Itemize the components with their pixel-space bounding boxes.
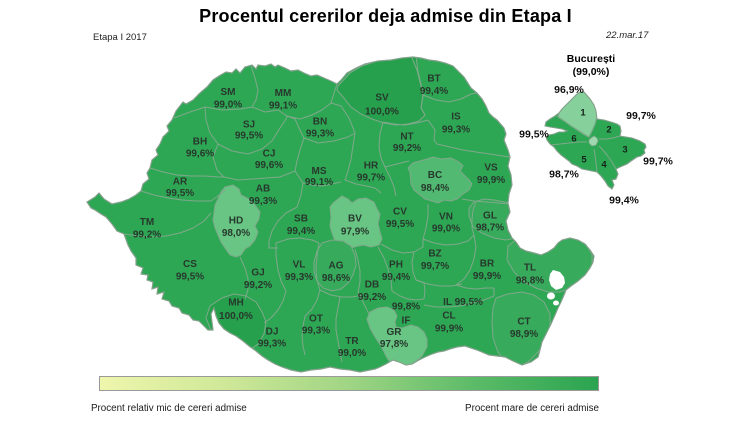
svg-text:2: 2 <box>606 124 611 135</box>
svg-text:AB: AB <box>256 184 270 195</box>
svg-text:SJ: SJ <box>243 120 255 131</box>
svg-text:99,5%: 99,5% <box>166 188 194 199</box>
svg-text:99,5%: 99,5% <box>235 131 263 142</box>
svg-text:1: 1 <box>580 107 586 118</box>
svg-text:TR: TR <box>345 336 359 347</box>
svg-text:99,1%: 99,1% <box>305 177 333 188</box>
svg-text:99,7%: 99,7% <box>357 173 385 184</box>
svg-text:SM: SM <box>221 87 236 98</box>
svg-text:100,0%: 100,0% <box>365 107 399 118</box>
svg-text:MM: MM <box>275 88 292 99</box>
svg-text:SV: SV <box>375 93 389 104</box>
svg-text:98,0%: 98,0% <box>222 228 250 239</box>
svg-text:AG: AG <box>329 261 344 272</box>
svg-text:CL: CL <box>442 311 455 322</box>
svg-text:99,3%: 99,3% <box>258 339 286 350</box>
svg-text:98,7%: 98,7% <box>549 169 579 181</box>
svg-text:99,7%: 99,7% <box>421 261 449 272</box>
svg-text:BV: BV <box>348 214 362 225</box>
svg-text:IF: IF <box>402 316 411 327</box>
svg-text:99,6%: 99,6% <box>186 149 214 160</box>
svg-text:99,5%: 99,5% <box>176 272 204 283</box>
svg-text:98,7%: 98,7% <box>476 223 504 234</box>
svg-text:IS: IS <box>451 112 461 123</box>
svg-text:99,0%: 99,0% <box>432 224 460 235</box>
svg-text:100,0%: 100,0% <box>219 311 253 322</box>
svg-text:99,9%: 99,9% <box>477 175 505 186</box>
svg-text:CV: CV <box>393 207 407 218</box>
svg-text:99,9%: 99,9% <box>473 271 501 282</box>
svg-text:6: 6 <box>571 133 576 144</box>
svg-text:99,4%: 99,4% <box>609 195 639 207</box>
svg-text:99,5%: 99,5% <box>386 219 414 230</box>
svg-text:99,4%: 99,4% <box>287 226 315 237</box>
svg-text:CS: CS <box>183 259 197 270</box>
svg-text:VS: VS <box>484 163 498 174</box>
svg-text:98,4%: 98,4% <box>421 183 449 194</box>
svg-text:99,0%: 99,0% <box>338 348 366 359</box>
svg-text:BH: BH <box>193 137 207 148</box>
svg-text:99,7%: 99,7% <box>643 156 673 168</box>
svg-text:DJ: DJ <box>266 327 279 338</box>
svg-text:TL: TL <box>524 263 536 274</box>
svg-text:97,9%: 97,9% <box>341 227 369 238</box>
svg-text:HR: HR <box>364 161 379 172</box>
svg-text:BR: BR <box>480 259 495 270</box>
svg-text:97,8%: 97,8% <box>380 339 408 350</box>
svg-text:99,3%: 99,3% <box>302 326 330 337</box>
svg-text:96,9%: 96,9% <box>554 84 584 96</box>
svg-text:99,3%: 99,3% <box>442 125 470 136</box>
svg-text:99,7%: 99,7% <box>626 110 656 122</box>
svg-text:CJ: CJ <box>263 149 276 160</box>
svg-text:AR: AR <box>173 177 188 188</box>
svg-text:BN: BN <box>313 117 327 128</box>
svg-text:OT: OT <box>309 314 323 325</box>
svg-text:3: 3 <box>622 144 627 155</box>
svg-text:IL 99,5%: IL 99,5% <box>443 297 483 308</box>
svg-text:99,5%: 99,5% <box>519 129 549 141</box>
svg-text:4: 4 <box>601 159 607 170</box>
svg-text:SB: SB <box>294 214 308 225</box>
svg-text:99,9%: 99,9% <box>435 324 463 335</box>
svg-text:99,3%: 99,3% <box>249 196 277 207</box>
svg-text:GL: GL <box>483 211 497 222</box>
svg-text:MH: MH <box>228 298 244 309</box>
svg-text:99,1%: 99,1% <box>269 101 297 112</box>
svg-text:99,2%: 99,2% <box>358 292 386 303</box>
svg-text:VN: VN <box>439 212 453 223</box>
svg-text:99,8%: 99,8% <box>392 302 420 313</box>
svg-text:99,3%: 99,3% <box>306 129 334 140</box>
svg-text:99,4%: 99,4% <box>382 272 410 283</box>
svg-text:GJ: GJ <box>251 268 264 279</box>
svg-text:BC: BC <box>428 170 442 181</box>
svg-text:98,8%: 98,8% <box>516 276 544 287</box>
svg-text:5: 5 <box>581 154 587 165</box>
svg-text:NT: NT <box>400 132 413 143</box>
svg-text:GR: GR <box>387 327 403 338</box>
svg-text:99,2%: 99,2% <box>133 230 161 241</box>
svg-text:BT: BT <box>427 74 440 85</box>
svg-text:99,3%: 99,3% <box>285 272 313 283</box>
svg-text:BZ: BZ <box>428 249 441 260</box>
svg-text:HD: HD <box>229 216 243 227</box>
svg-text:MS: MS <box>312 166 327 177</box>
svg-text:VL: VL <box>293 260 306 271</box>
svg-text:99,2%: 99,2% <box>393 143 421 154</box>
svg-text:99,2%: 99,2% <box>244 280 272 291</box>
svg-text:98,9%: 98,9% <box>510 329 538 340</box>
svg-text:PH: PH <box>389 260 403 271</box>
svg-text:98,6%: 98,6% <box>322 273 350 284</box>
svg-text:TM: TM <box>140 217 154 228</box>
svg-text:DB: DB <box>365 280 379 291</box>
svg-text:99,4%: 99,4% <box>420 86 448 97</box>
svg-text:99,6%: 99,6% <box>255 160 283 171</box>
svg-text:99,0%: 99,0% <box>214 100 242 111</box>
svg-text:CT: CT <box>517 317 530 328</box>
